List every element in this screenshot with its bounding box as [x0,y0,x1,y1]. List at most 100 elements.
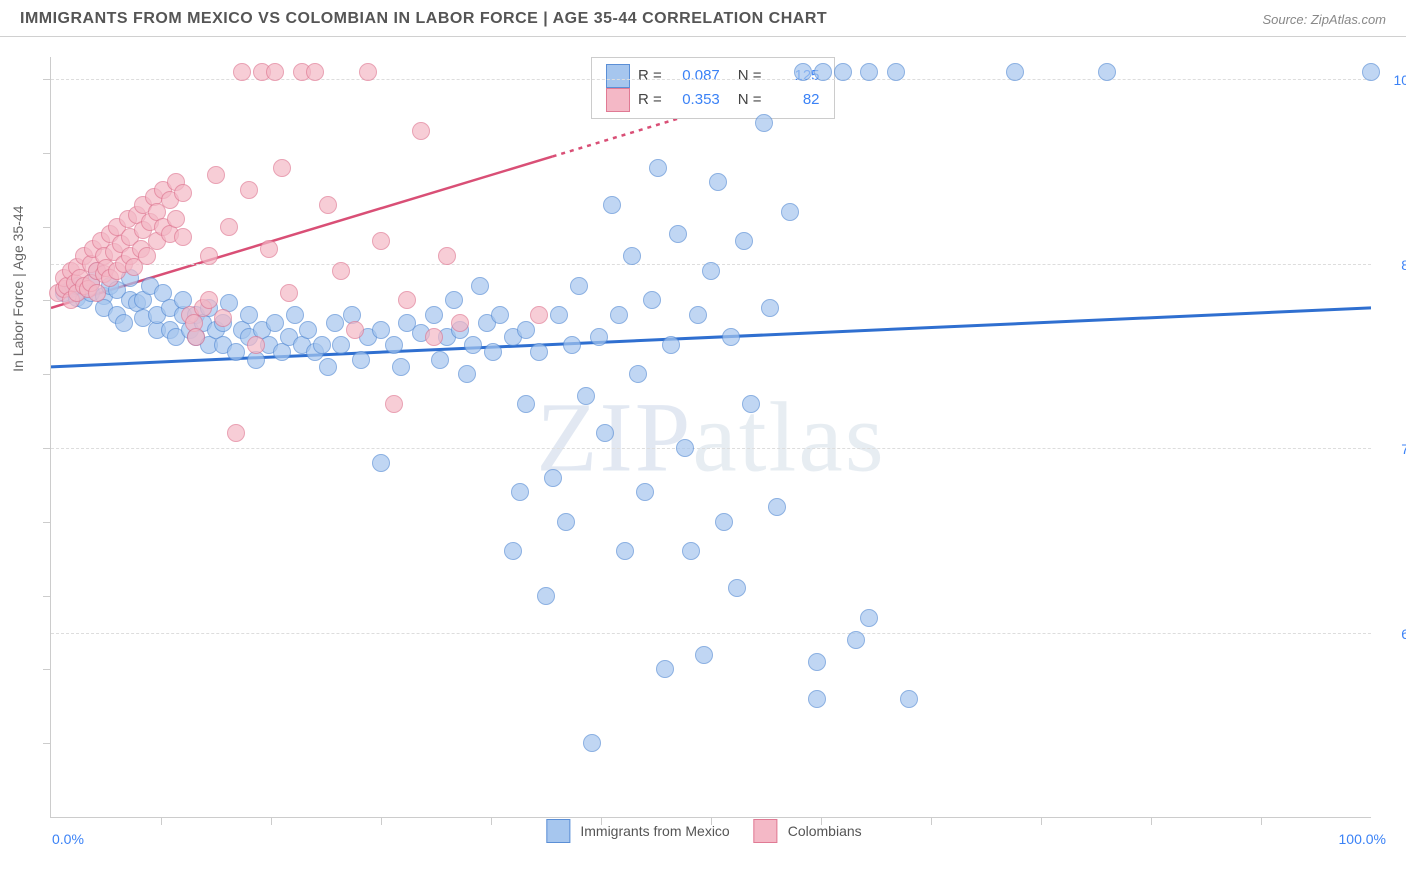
scatter-point [537,587,555,605]
y-tick [43,227,51,228]
scatter-point [115,314,133,332]
scatter-point [590,328,608,346]
scatter-point [313,336,331,354]
scatter-point [695,646,713,664]
chart-source: Source: ZipAtlas.com [1262,12,1386,27]
y-tick-label: 62.5% [1401,626,1406,642]
scatter-point [629,365,647,383]
chart-title: IMMIGRANTS FROM MEXICO VS COLOMBIAN IN L… [20,10,827,28]
stats-row: R =0.353N =82 [606,88,820,112]
scatter-point [240,306,258,324]
legend-swatch [546,819,570,843]
scatter-point [326,314,344,332]
scatter-point [530,343,548,361]
scatter-point [623,247,641,265]
scatter-point [728,579,746,597]
scatter-point [860,63,878,81]
legend-label: Immigrants from Mexico [580,823,729,839]
scatter-point [484,343,502,361]
scatter-point [847,631,865,649]
scatter-point [511,483,529,501]
trend-lines [51,57,1371,817]
x-tick [1261,817,1262,825]
stat-r-label: R = [638,64,662,88]
legend-label: Colombians [788,823,862,839]
x-axis-min-label: 0.0% [52,831,84,847]
scatter-point [425,306,443,324]
legend-swatch [606,88,630,112]
scatter-point [372,232,390,250]
scatter-point [755,114,773,132]
scatter-point [174,184,192,202]
stats-row: R =0.087N =125 [606,64,820,88]
scatter-point [306,63,324,81]
scatter-point [517,321,535,339]
scatter-point [233,63,251,81]
scatter-point [709,173,727,191]
scatter-point [346,321,364,339]
scatter-point [88,284,106,302]
scatter-point [715,513,733,531]
scatter-point [273,159,291,177]
y-tick [43,153,51,154]
scatter-point [643,291,661,309]
stat-n-label: N = [738,64,762,88]
stat-r-value: 0.087 [670,64,720,88]
scatter-point [583,734,601,752]
scatter-point [319,358,337,376]
scatter-point [517,395,535,413]
chart-area: In Labor Force | Age 35-44 ZIPatlas R =0… [0,37,1406,857]
scatter-point [352,351,370,369]
scatter-point [808,653,826,671]
scatter-point [603,196,621,214]
y-tick [43,669,51,670]
chart-header: IMMIGRANTS FROM MEXICO VS COLOMBIAN IN L… [0,0,1406,37]
scatter-point [616,542,634,560]
stat-n-value: 82 [770,88,820,112]
scatter-point [332,336,350,354]
x-tick [711,817,712,825]
scatter-point [445,291,463,309]
scatter-point [768,498,786,516]
scatter-point [662,336,680,354]
scatter-point [557,513,575,531]
scatter-point [1362,63,1380,81]
scatter-point [550,306,568,324]
scatter-point [200,247,218,265]
scatter-point [530,306,548,324]
gridline: 75.0% [51,448,1371,449]
scatter-point [319,196,337,214]
scatter-point [1098,63,1116,81]
x-tick [821,817,822,825]
scatter-point [359,63,377,81]
y-tick [43,522,51,523]
y-tick [43,448,51,449]
y-tick [43,743,51,744]
scatter-point [570,277,588,295]
scatter-point [412,122,430,140]
plot-area: ZIPatlas R =0.087N =125R =0.353N =82 Imm… [50,57,1371,818]
x-tick [381,817,382,825]
scatter-point [398,291,416,309]
scatter-point [266,63,284,81]
scatter-point [860,609,878,627]
scatter-point [742,395,760,413]
x-tick [1041,817,1042,825]
scatter-point [1006,63,1024,81]
scatter-point [214,309,232,327]
scatter-point [425,328,443,346]
legend-swatch [754,819,778,843]
gridline: 100.0% [51,79,1371,80]
scatter-point [761,299,779,317]
scatter-point [207,166,225,184]
x-tick [1151,817,1152,825]
scatter-point [814,63,832,81]
y-tick [43,374,51,375]
scatter-point [491,306,509,324]
scatter-point [649,159,667,177]
scatter-point [392,358,410,376]
scatter-point [299,321,317,339]
scatter-point [808,690,826,708]
y-tick-label: 87.5% [1401,257,1406,273]
y-tick [43,79,51,80]
